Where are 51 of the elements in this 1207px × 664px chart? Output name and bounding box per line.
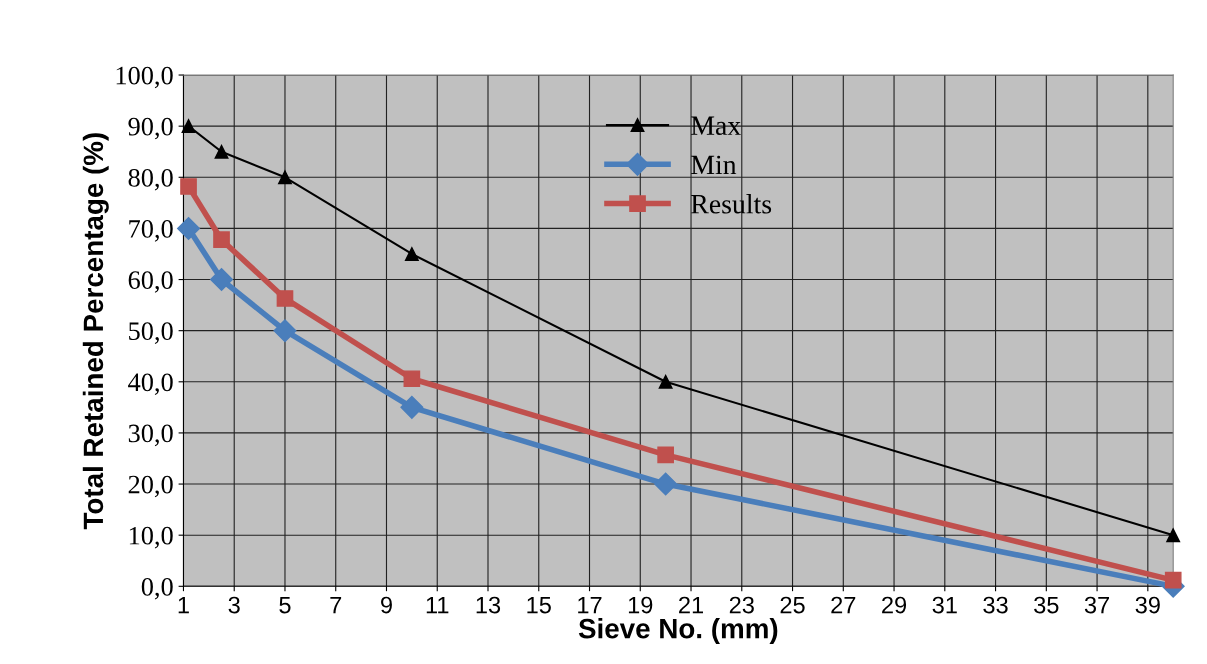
y-tick-label: 90,0: [128, 117, 173, 140]
x-tick-label: 9: [381, 596, 392, 614]
x-tick-label: 3: [228, 596, 240, 614]
x-tick-label: 5: [279, 596, 291, 614]
x-tick-label: 23: [729, 596, 754, 614]
point: [177, 216, 201, 240]
x-tick-label: 1: [178, 596, 189, 614]
x-tick-label: 31: [932, 596, 957, 614]
x-tick-label: 17: [578, 596, 602, 614]
y-tick-label: 30,0: [128, 424, 173, 447]
point: [1166, 528, 1181, 543]
x-tick-label: 39: [1135, 596, 1160, 614]
point: [403, 370, 421, 388]
point: [273, 319, 297, 343]
point: [276, 290, 294, 307]
point: [210, 268, 234, 292]
y-tick-label: 20,0: [128, 475, 173, 498]
x-tick-label: 33: [983, 596, 1008, 614]
y-tick-label: 100,0: [116, 66, 173, 89]
x-tick-label: 7: [330, 596, 342, 614]
point: [400, 395, 424, 419]
x-tick-label: 25: [780, 596, 805, 614]
point: [214, 144, 229, 159]
point: [654, 472, 678, 496]
x-tick-label: 19: [628, 596, 653, 614]
y-tick-label: 10,0: [129, 526, 173, 549]
x-tick-label: 27: [831, 596, 856, 614]
point: [1164, 571, 1182, 589]
y-tick-label: 40,0: [128, 373, 173, 396]
x-tick-label: 21: [679, 596, 703, 614]
point: [658, 374, 673, 389]
x-tick-label: 29: [882, 596, 907, 614]
point: [404, 247, 419, 261]
y-tick-label: 0,0: [141, 577, 173, 600]
y-tick-label: 80,0: [128, 168, 173, 191]
legend-label: Min: [691, 155, 737, 175]
x-tick-label: 11: [426, 596, 449, 614]
x-tick-label: 37: [1084, 596, 1110, 614]
point: [180, 178, 197, 195]
point: [213, 231, 230, 248]
x-tick-label: 15: [527, 596, 551, 614]
x-tick-label: 35: [1034, 596, 1059, 614]
y-tick-label: 60,0: [128, 271, 173, 293]
x-tick-label: 13: [476, 596, 501, 614]
point: [278, 170, 292, 185]
point: [657, 446, 674, 464]
y-tick-label: 50,0: [129, 322, 173, 344]
point: [181, 119, 196, 134]
y-axis-title: Total Retained Percentage (%): [82, 133, 109, 530]
x-axis-title: Sieve No. (mm): [578, 618, 778, 644]
y-tick-label: 70,0: [129, 220, 173, 242]
